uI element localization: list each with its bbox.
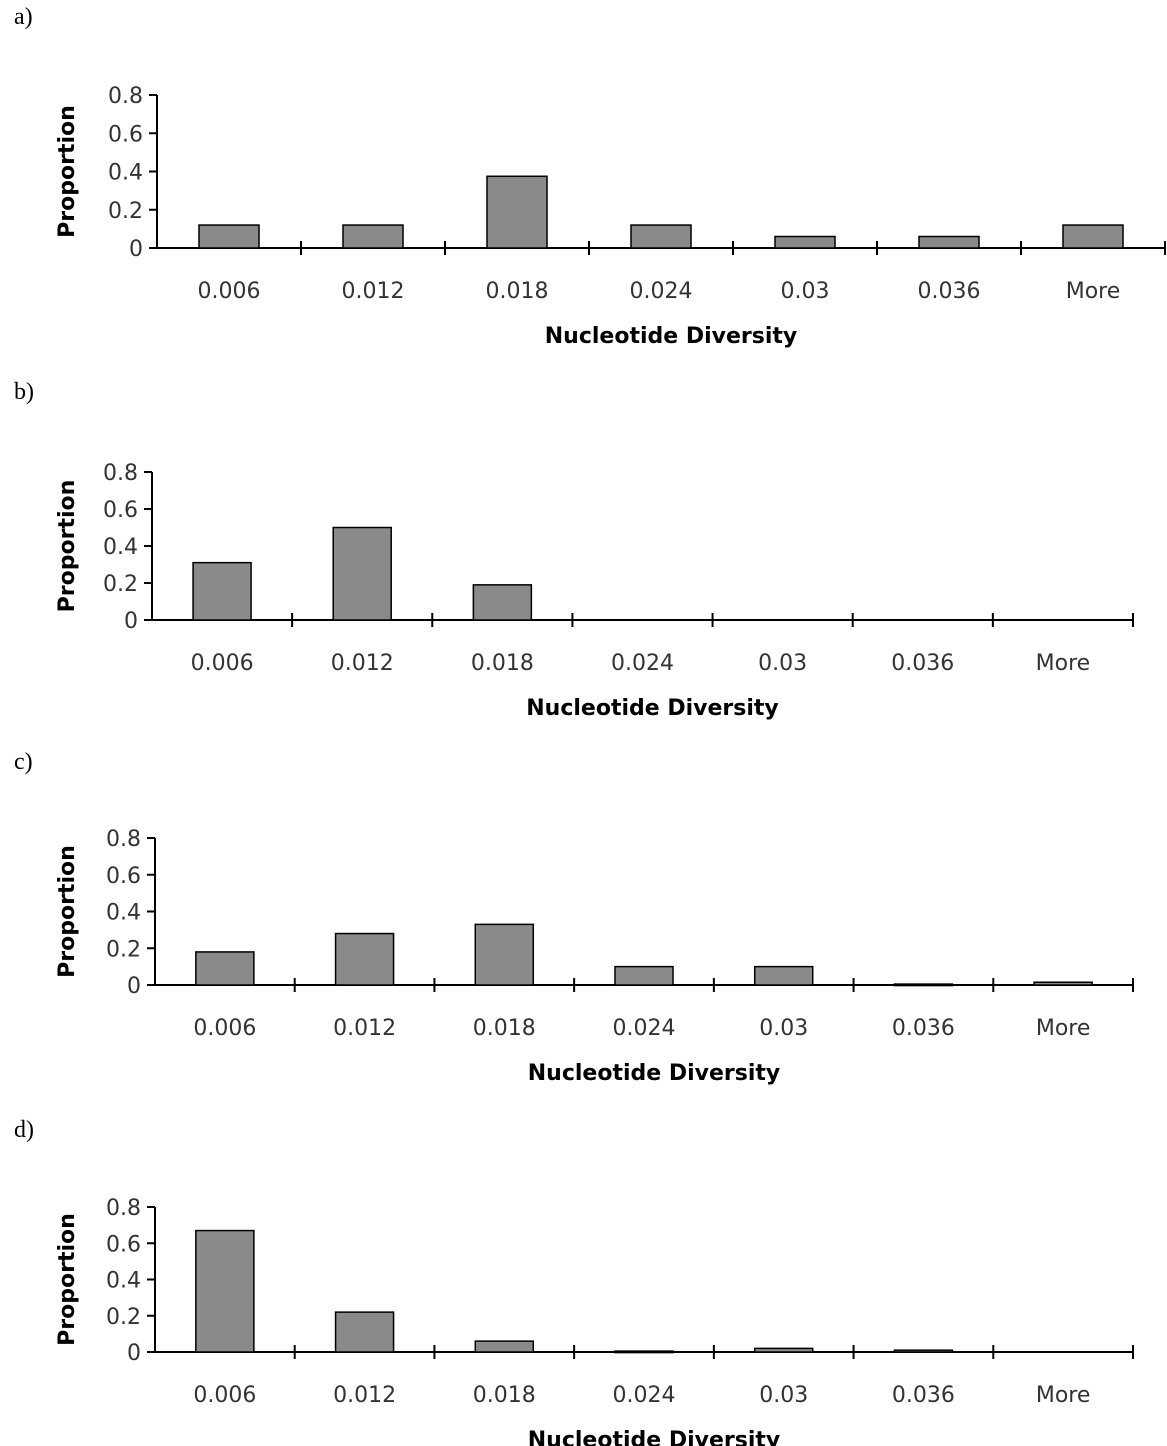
bar-0.006	[195, 951, 255, 986]
bar-0.006	[198, 224, 260, 249]
bar-0.018	[474, 923, 535, 986]
x-tick-label: 0.018	[471, 651, 534, 676]
bar-0.018	[472, 584, 533, 621]
panel-label: b)	[14, 379, 34, 405]
bar-0.012	[334, 932, 395, 986]
bar-0.012	[342, 224, 404, 249]
x-tick-label: 0.012	[331, 651, 394, 676]
x-tick-label: 0.024	[630, 279, 693, 304]
x-tick-label: More	[1036, 1016, 1091, 1041]
y-tick-label: 0	[124, 609, 138, 634]
bar-chart: 0 0.2 0.4 0.6 0.8 0.006 0.012 0.018 0.024 0.03 0.0…	[55, 1196, 1134, 1446]
y-tick-label: 0.2	[103, 572, 138, 597]
bar-0.018	[486, 175, 548, 249]
y-tick-label: 0.4	[103, 535, 138, 560]
y-tick-label: 0.2	[108, 199, 143, 224]
x-tick-label: More	[1036, 651, 1091, 676]
x-tick-label: 0.018	[486, 279, 549, 304]
x-tick-label: 0.012	[333, 1016, 396, 1041]
bar-More	[1062, 224, 1124, 249]
x-tick-label: 0.03	[759, 1016, 808, 1041]
x-tick-label: 0.036	[892, 1383, 955, 1408]
bar-chart: 0 0.2 0.4 0.6 0.8 0.006 0.012 0.018 0.024 0.03 0.0…	[55, 84, 1166, 349]
x-tick-label: 0.03	[759, 1383, 808, 1408]
bar-chart: 0 0.2 0.4 0.6 0.8 0.006 0.012 0.018 0.024 0.03 0.0…	[55, 461, 1134, 721]
x-tick-label: 0.006	[191, 651, 254, 676]
panel-label: c)	[14, 749, 33, 775]
y-tick-label: 0.8	[108, 84, 143, 109]
x-tick-label: 0.018	[473, 1016, 536, 1041]
x-tick-label: 0.036	[891, 651, 954, 676]
panel-label: a)	[14, 4, 33, 30]
x-tick-label: 0.03	[781, 279, 830, 304]
x-tick-label: 0.012	[333, 1383, 396, 1408]
x-tick-label: 0.036	[892, 1016, 955, 1041]
y-tick-label: 0.2	[106, 937, 141, 962]
bar-0.006	[195, 1229, 255, 1353]
x-axis-label: Nucleotide Diversity	[526, 696, 778, 721]
x-axis-label: Nucleotide Diversity	[528, 1061, 780, 1086]
bar-0.006	[192, 561, 252, 621]
y-tick-label: 0.6	[108, 122, 143, 147]
bar-0.03	[774, 235, 836, 249]
y-tick-label: 0.4	[108, 161, 143, 186]
y-axis-label: Proportion	[55, 480, 80, 613]
y-tick-label: 0.8	[106, 827, 141, 852]
bar-0.036	[918, 235, 980, 249]
y-axis-label: Proportion	[55, 845, 80, 978]
y-tick-label: 0.6	[103, 498, 138, 523]
chart-panel-a: a) 0 0.2 0.4 0.6 0.8 0.006 0.012 0.018 0.024 0.03…	[0, 0, 1167, 362]
bar-0.012	[332, 526, 392, 621]
y-tick-label: 0.8	[103, 461, 138, 486]
bar-0.03	[753, 965, 814, 986]
panel-label: d)	[14, 1117, 34, 1143]
bar-More	[1033, 981, 1093, 986]
y-tick-label: 0.6	[106, 864, 141, 889]
y-axis-label: Proportion	[55, 1213, 80, 1346]
chart-panel-b: b) 0 0.2 0.4 0.6 0.8 0.006 0.012 0.018 0.024 0.03…	[0, 375, 1167, 730]
bar-0.03	[753, 1347, 814, 1353]
bar-0.024	[614, 965, 674, 986]
x-tick-label: 0.006	[193, 1383, 256, 1408]
bar-0.012	[334, 1311, 395, 1353]
x-tick-label: More	[1036, 1383, 1091, 1408]
y-tick-label: 0.6	[106, 1232, 141, 1257]
x-tick-label: 0.024	[613, 1016, 676, 1041]
y-axis-label: Proportion	[55, 105, 80, 238]
y-tick-label: 0.2	[106, 1305, 141, 1330]
y-tick-label: 0	[129, 237, 143, 262]
x-axis-label: Nucleotide Diversity	[528, 1428, 780, 1446]
y-tick-label: 0	[127, 974, 141, 999]
chart-panel-c: c) 0 0.2 0.4 0.6 0.8 0.006 0.012 0.018 0.024 0.03…	[0, 745, 1167, 1095]
x-tick-label: 0.036	[918, 279, 981, 304]
chart-panel-d: d) 0 0.2 0.4 0.6 0.8 0.006 0.012 0.018 0.024 0.03…	[0, 1113, 1167, 1446]
x-tick-label: 0.006	[193, 1016, 256, 1041]
x-tick-label: 0.024	[613, 1383, 676, 1408]
bar-0.036	[893, 1349, 954, 1353]
y-tick-label: 0.8	[106, 1196, 141, 1221]
bar-0.018	[474, 1340, 535, 1353]
x-tick-label: 0.03	[758, 651, 807, 676]
x-axis-label: Nucleotide Diversity	[545, 324, 797, 349]
x-tick-label: 0.018	[473, 1383, 536, 1408]
x-tick-label: More	[1066, 279, 1121, 304]
bar-0.036	[893, 983, 954, 987]
y-tick-label: 0.4	[106, 901, 141, 926]
bar-chart: 0 0.2 0.4 0.6 0.8 0.006 0.012 0.018 0.024 0.03 0.0…	[55, 827, 1134, 1086]
y-tick-label: 0	[127, 1341, 141, 1366]
x-tick-label: 0.006	[198, 279, 261, 304]
x-tick-label: 0.012	[342, 279, 405, 304]
bar-0.024	[630, 224, 692, 249]
x-tick-label: 0.024	[611, 651, 674, 676]
bar-0.024	[614, 1350, 674, 1354]
y-tick-label: 0.4	[106, 1269, 141, 1294]
